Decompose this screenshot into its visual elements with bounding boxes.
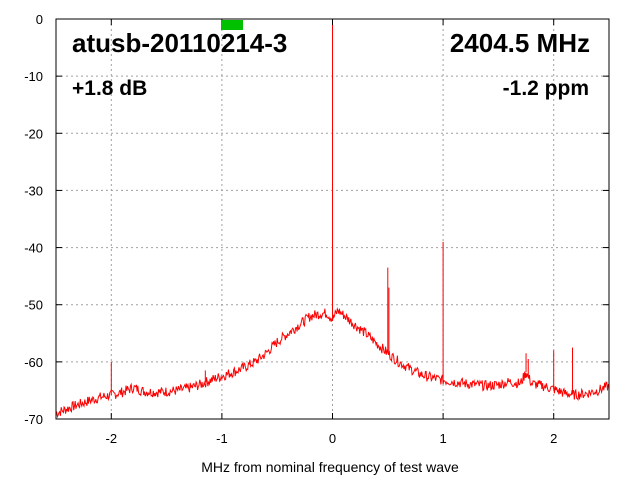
x-tick-label: -2 [106, 431, 118, 446]
y-tick-label: -40 [24, 241, 43, 256]
gain-label: +1.8 dB [72, 77, 147, 100]
status-indicator [221, 20, 243, 30]
y-tick-label: 0 [36, 12, 43, 27]
y-tick-label: -30 [24, 183, 43, 198]
y-tick-label: -70 [24, 412, 43, 427]
chart-title: atusb-20110214-3 [72, 28, 287, 58]
x-tick-label: 0 [329, 431, 336, 446]
x-tick-label: -1 [216, 431, 228, 446]
y-tick-label: -60 [24, 355, 43, 370]
y-tick-label: -50 [24, 298, 43, 313]
x-tick-label: 1 [439, 431, 446, 446]
x-axis-label: MHz from nominal frequency of test wave [201, 459, 459, 475]
x-tick-label: 2 [550, 431, 557, 446]
drift-label: -1.2 ppm [503, 77, 589, 100]
spike-group [110, 19, 574, 395]
x-ticks: -2 -1 0 1 2 [106, 19, 557, 446]
y-tick-label: -20 [24, 126, 43, 141]
y-tick-label: -10 [24, 69, 43, 84]
frequency-label: 2404.5 MHz [450, 28, 590, 58]
y-ticks: 0 -10 -20 -30 -40 -50 -60 -70 [24, 12, 609, 427]
